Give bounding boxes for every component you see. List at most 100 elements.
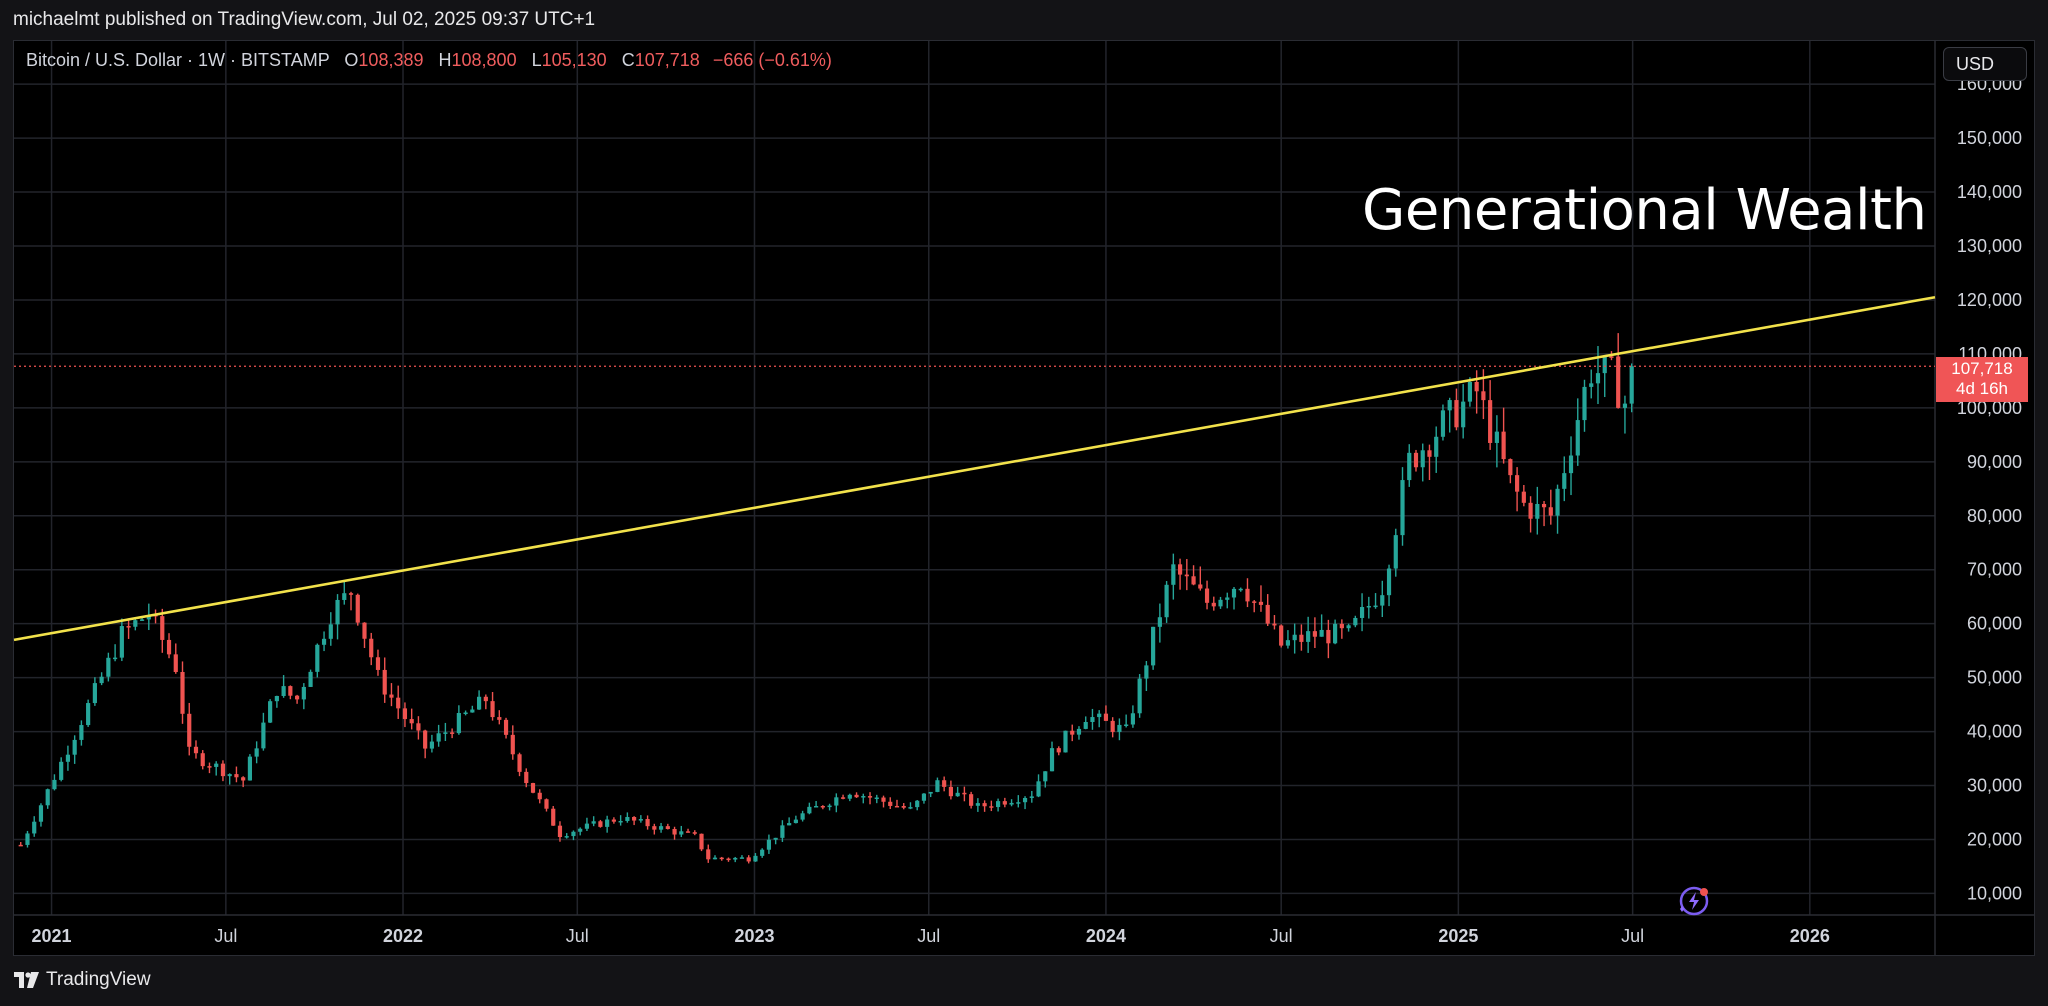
candle-body[interactable] <box>1211 602 1216 607</box>
candle-body[interactable] <box>1440 410 1446 437</box>
candle-body[interactable] <box>1036 781 1041 797</box>
candle-body[interactable] <box>1204 588 1210 603</box>
candle-body[interactable] <box>79 725 84 740</box>
candle-body[interactable] <box>915 800 920 808</box>
candle-body[interactable] <box>605 819 610 827</box>
candle-body[interactable] <box>160 616 165 640</box>
candle-body[interactable] <box>760 849 765 856</box>
candle-body[interactable] <box>773 837 778 840</box>
candle-body[interactable] <box>1595 373 1601 384</box>
candle-body[interactable] <box>1333 623 1338 644</box>
candle-body[interactable] <box>180 671 185 714</box>
candle-body[interactable] <box>888 801 893 806</box>
candle-body[interactable] <box>1494 431 1499 443</box>
candle-body[interactable] <box>220 763 226 777</box>
candle-body[interactable] <box>409 719 414 724</box>
candle-body[interactable] <box>510 734 515 755</box>
candle-body[interactable] <box>1312 631 1317 637</box>
candle-body[interactable] <box>25 833 30 845</box>
candle-body[interactable] <box>497 717 502 720</box>
candle-body[interactable] <box>1515 475 1520 492</box>
candle-body[interactable] <box>436 733 441 742</box>
candle-body[interactable] <box>443 732 448 734</box>
trend-line[interactable] <box>13 295 1936 642</box>
candle-body[interactable] <box>106 657 111 677</box>
candle-body[interactable] <box>1602 356 1607 374</box>
candle-body[interactable] <box>908 807 913 809</box>
candle-body[interactable] <box>996 801 1001 808</box>
candle-body[interactable] <box>1420 450 1425 468</box>
candle-body[interactable] <box>1218 599 1223 607</box>
candle-body[interactable] <box>800 813 805 820</box>
candle-body[interactable] <box>193 746 199 754</box>
candle-body[interactable] <box>389 694 394 698</box>
candle-body[interactable] <box>1124 724 1129 726</box>
candle-body[interactable] <box>99 676 104 684</box>
candle-body[interactable] <box>665 826 670 829</box>
candle-body[interactable] <box>1616 356 1621 408</box>
candle-body[interactable] <box>234 774 239 778</box>
candle-body[interactable] <box>1171 564 1176 585</box>
legend-symbol[interactable]: Bitcoin / U.S. Dollar · 1W · BITSTAMP <box>26 50 330 70</box>
candle-body[interactable] <box>1582 386 1587 421</box>
candle-body[interactable] <box>780 825 785 838</box>
candle-body[interactable] <box>1434 436 1439 457</box>
candle-body[interactable] <box>1454 400 1459 428</box>
candle-body[interactable] <box>820 805 825 808</box>
candle-body[interactable] <box>564 836 569 838</box>
candle-body[interactable] <box>1467 381 1473 402</box>
candle-body[interactable] <box>348 593 354 595</box>
candle-body[interactable] <box>1488 400 1493 443</box>
candle-body[interactable] <box>1238 588 1243 591</box>
candle-body[interactable] <box>92 683 97 704</box>
candle-body[interactable] <box>1191 576 1196 585</box>
candle-body[interactable] <box>1359 607 1365 618</box>
candle-body[interactable] <box>382 669 387 695</box>
candle-body[interactable] <box>1353 617 1358 626</box>
candle-body[interactable] <box>301 686 306 700</box>
candle-body[interactable] <box>52 779 57 790</box>
candle-body[interactable] <box>119 626 124 658</box>
candle-body[interactable] <box>901 805 906 808</box>
candle-body[interactable] <box>739 857 745 859</box>
candle-body[interactable] <box>1306 631 1311 642</box>
candle-body[interactable] <box>611 819 616 822</box>
candle-body[interactable] <box>268 701 273 723</box>
candle-body[interactable] <box>1629 366 1634 404</box>
candle-body[interactable] <box>429 741 434 749</box>
candle-body[interactable] <box>692 832 697 834</box>
candle-body[interactable] <box>632 817 637 821</box>
candle-body[interactable] <box>1144 665 1149 679</box>
candle-body[interactable] <box>1097 713 1102 718</box>
candle-body[interactable] <box>1029 796 1034 798</box>
candle-body[interactable] <box>578 828 583 832</box>
candle-body[interactable] <box>699 833 704 850</box>
ai-assistant-icon[interactable] <box>1676 883 1712 924</box>
candle-body[interactable] <box>1083 721 1088 729</box>
candle-body[interactable] <box>685 831 691 833</box>
candle-body[interactable] <box>942 780 947 787</box>
candle-body[interactable] <box>490 701 495 718</box>
candle-body[interactable] <box>503 719 509 735</box>
candle-body[interactable] <box>1265 604 1270 624</box>
candle-body[interactable] <box>935 780 940 792</box>
candle-body[interactable] <box>881 797 886 802</box>
candle-body[interactable] <box>241 777 246 781</box>
candle-body[interactable] <box>1575 420 1580 456</box>
candle-body[interactable] <box>638 819 643 821</box>
candle-body[interactable] <box>557 825 563 838</box>
candle-body[interactable] <box>948 786 953 797</box>
candle-body[interactable] <box>625 817 630 821</box>
candle-body[interactable] <box>32 821 37 834</box>
candle-body[interactable] <box>706 849 711 860</box>
candle-body[interactable] <box>1609 356 1614 358</box>
candle-body[interactable] <box>1555 488 1560 516</box>
candle-body[interactable] <box>227 774 232 777</box>
candle-body[interactable] <box>989 806 994 808</box>
candle-body[interactable] <box>975 803 980 806</box>
candle-body[interactable] <box>146 614 151 620</box>
candle-body[interactable] <box>416 723 421 731</box>
candle-body[interactable] <box>969 794 974 806</box>
candle-body[interactable] <box>1427 450 1432 457</box>
candle-body[interactable] <box>139 619 145 621</box>
